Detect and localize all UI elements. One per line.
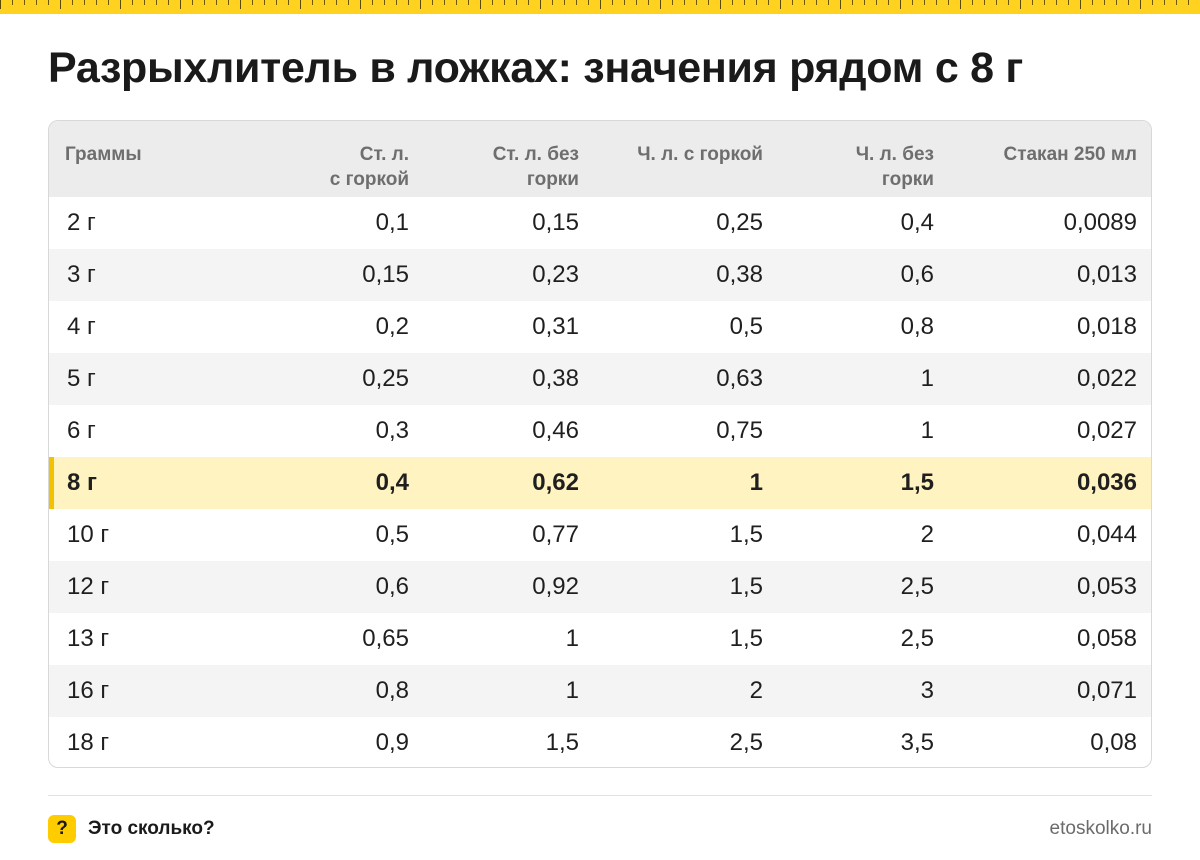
table-cell: 0,63 [716, 365, 763, 392]
table-cell: 0,23 [532, 261, 579, 288]
column-header-cup: Стакан 250 мл [1003, 144, 1137, 165]
table-cell: 0,4 [375, 469, 409, 496]
table-cell: 0,08 [1090, 729, 1137, 756]
table-cell: 0,036 [1076, 469, 1137, 496]
table-cell: 12 г [67, 573, 110, 600]
table-row: 6 г 0,3 0,46 0,75 1 0,027 [49, 405, 1151, 457]
table-cell: 16 г [67, 677, 110, 704]
table-cell: 13 г [67, 625, 110, 652]
table-cell: 18 г [67, 729, 110, 756]
table-cell: 0,018 [1076, 313, 1137, 340]
table-cell: 0,65 [362, 625, 409, 652]
table-row: 5 г 0,25 0,38 0,63 1 0,022 [49, 353, 1151, 405]
table-cell: 0,6 [900, 261, 934, 288]
table-cell: 1,5 [729, 521, 763, 548]
table-cell: 0,4 [900, 209, 934, 236]
column-header-tbsp-level: Ст. л. без горки [492, 144, 579, 190]
table-cell: 0,15 [532, 209, 579, 236]
table-cell: 0,0089 [1063, 209, 1137, 236]
column-header-tbsp-heaped: Ст. л. с горкой [329, 144, 409, 190]
column-header-tsp-level: Ч. л. без горки [855, 144, 934, 190]
table-cell: 0,92 [532, 573, 579, 600]
table-cell: 2,5 [900, 573, 934, 600]
table-cell: 1,5 [729, 573, 763, 600]
table-row: 3 г 0,15 0,23 0,38 0,6 0,013 [49, 249, 1151, 301]
table-cell: 0,8 [375, 677, 409, 704]
table-cell: 0,25 [716, 209, 763, 236]
table-cell: 0,071 [1076, 677, 1137, 704]
table-row: 16 г 0,8 1 2 3 0,071 [49, 665, 1151, 717]
table-cell: 0,31 [532, 313, 579, 340]
table-cell: 6 г [67, 417, 96, 444]
table-cell: 0,62 [532, 469, 579, 496]
table-cell: 2 г [67, 209, 96, 236]
brand-name: Это сколько? [88, 818, 215, 839]
table-row: 18 г 0,9 1,5 2,5 3,5 0,08 [49, 717, 1151, 767]
table-cell: 5 г [67, 365, 96, 392]
column-header-tsp-heaped: Ч. л. с горкой [637, 144, 763, 165]
table-cell: 1 [920, 417, 934, 444]
table-cell: 0,022 [1076, 365, 1137, 392]
table-cell: 2 [749, 677, 763, 704]
table-cell: 0,6 [375, 573, 409, 600]
table-cell: 1,5 [900, 469, 934, 496]
table-cell: 0,1 [375, 209, 409, 236]
table-cell: 3 г [67, 261, 96, 288]
page-title: Разрыхлитель в ложках: значения рядом с … [48, 44, 1023, 92]
table-cell: 3,5 [900, 729, 934, 756]
table-cell: 0,053 [1076, 573, 1137, 600]
table-cell: 1 [565, 677, 579, 704]
table-cell: 0,38 [716, 261, 763, 288]
table-row: 8 г 0,4 0,62 1 1,5 0,036 [49, 457, 1151, 509]
table-body: 2 г 0,1 0,15 0,25 0,4 0,0089 3 г 0,15 0,23 0,38 0,… [49, 197, 1151, 767]
table-cell: 0,2 [375, 313, 409, 340]
table-cell: 0,3 [375, 417, 409, 444]
table-cell: 0,027 [1076, 417, 1137, 444]
table-cell: 0,77 [532, 521, 579, 548]
table-cell: 1,5 [545, 729, 579, 756]
table-cell: 0,25 [362, 365, 409, 392]
table-cell: 0,9 [375, 729, 409, 756]
conversion-table: Граммы Ст. л. с горкой Ст. л. без горки Ч.… [48, 120, 1152, 768]
table-cell: 1 [749, 469, 763, 496]
table-cell: 2,5 [729, 729, 763, 756]
table-cell: 0,058 [1076, 625, 1137, 652]
table-cell: 2 [920, 521, 934, 548]
table-cell: 0,013 [1076, 261, 1137, 288]
table-row: 10 г 0,5 0,77 1,5 2 0,044 [49, 509, 1151, 561]
table-cell: 0,46 [532, 417, 579, 444]
table-cell: 1,5 [729, 625, 763, 652]
ruler-strip [0, 0, 1200, 14]
table-row: 13 г 0,65 1 1,5 2,5 0,058 [49, 613, 1151, 665]
table-row: 2 г 0,1 0,15 0,25 0,4 0,0089 [49, 197, 1151, 249]
table-cell: 4 г [67, 313, 96, 340]
table-row: 12 г 0,6 0,92 1,5 2,5 0,053 [49, 561, 1151, 613]
table-cell: 8 г [49, 457, 239, 509]
site-url[interactable]: etoskolko.ru [1049, 818, 1152, 839]
column-header-grams: Граммы [65, 144, 142, 165]
table-header-row: Граммы Ст. л. с горкой Ст. л. без горки Ч.… [49, 121, 1151, 197]
table-cell: 0,5 [375, 521, 409, 548]
table-cell: 10 г [67, 521, 110, 548]
table-cell: 0,8 [900, 313, 934, 340]
table-cell: 0,75 [716, 417, 763, 444]
footer-divider [48, 795, 1152, 796]
table-row: 4 г 0,2 0,31 0,5 0,8 0,018 [49, 301, 1151, 353]
table-cell: 0,15 [362, 261, 409, 288]
table-cell: 1 [565, 625, 579, 652]
question-icon: ? [48, 815, 76, 843]
table-cell: 0,044 [1076, 521, 1137, 548]
table-cell: 1 [920, 365, 934, 392]
table-cell: 0,38 [532, 365, 579, 392]
table-cell: 2,5 [900, 625, 934, 652]
table-cell: 3 [920, 677, 934, 704]
table-cell: 0,5 [729, 313, 763, 340]
